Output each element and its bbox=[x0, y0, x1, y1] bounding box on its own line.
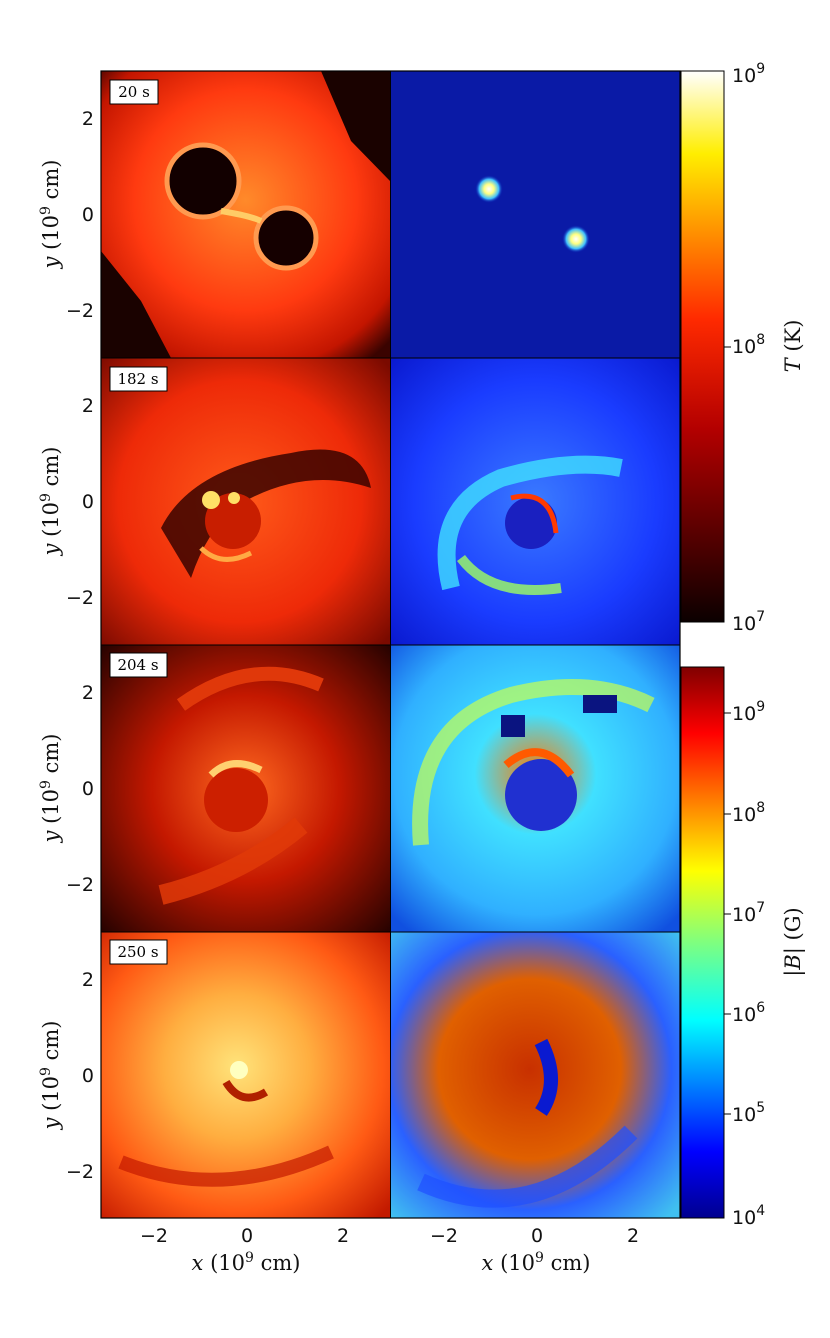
svg-text:2: 2 bbox=[82, 395, 94, 417]
svg-text:2: 2 bbox=[337, 1225, 349, 1247]
panel-field-row4 bbox=[391, 932, 680, 1218]
svg-text:107: 107 bbox=[732, 609, 765, 635]
svg-text:109: 109 bbox=[732, 61, 765, 87]
time-label-row2: 182 s bbox=[109, 366, 168, 392]
svg-text:−2: −2 bbox=[140, 1225, 168, 1247]
svg-text:2: 2 bbox=[627, 1225, 639, 1247]
svg-text:0: 0 bbox=[241, 1225, 253, 1247]
y-axis-row4: 2 0 −2 y (109 cm) bbox=[38, 969, 94, 1183]
panel-field-row2 bbox=[391, 358, 680, 645]
panel-field-row3 bbox=[391, 645, 680, 932]
svg-text:2: 2 bbox=[82, 969, 94, 991]
svg-text:105: 105 bbox=[732, 1100, 765, 1126]
panel-temperature-row4 bbox=[101, 932, 390, 1218]
svg-text:108: 108 bbox=[732, 332, 765, 358]
svg-text:|B| (G): |B| (G) bbox=[781, 907, 806, 976]
svg-text:x (109 cm): x (109 cm) bbox=[192, 1250, 301, 1275]
panel-temperature-row3 bbox=[101, 645, 390, 932]
svg-text:−2: −2 bbox=[66, 300, 94, 322]
svg-text:0: 0 bbox=[82, 204, 94, 226]
svg-text:109: 109 bbox=[732, 699, 765, 725]
svg-text:0: 0 bbox=[531, 1225, 543, 1247]
y-axis-row2: 2 0 −2 y (109 cm) bbox=[38, 395, 94, 609]
svg-text:2: 2 bbox=[82, 682, 94, 704]
svg-text:2: 2 bbox=[82, 108, 94, 130]
svg-text:0: 0 bbox=[82, 1065, 94, 1087]
time-label-row4: 250 s bbox=[109, 939, 168, 965]
svg-text:y (109 cm): y (109 cm) bbox=[38, 447, 63, 557]
y-axis-row3: 2 0 −2 y (109 cm) bbox=[38, 682, 94, 896]
colorbar-temperature: 109 108 107 T (K) bbox=[680, 61, 805, 635]
panel-temperature-row2 bbox=[101, 358, 390, 645]
svg-text:T (K): T (K) bbox=[781, 320, 805, 373]
panel-temperature-row1 bbox=[101, 71, 390, 358]
time-label-row1: 20 s bbox=[109, 79, 159, 105]
svg-text:−2: −2 bbox=[66, 1161, 94, 1183]
svg-text:−2: −2 bbox=[66, 874, 94, 896]
svg-text:y (109 cm): y (109 cm) bbox=[38, 1021, 63, 1131]
svg-text:108: 108 bbox=[732, 800, 765, 826]
svg-text:107: 107 bbox=[732, 900, 765, 926]
svg-text:182 s: 182 s bbox=[117, 370, 158, 388]
svg-text:0: 0 bbox=[82, 778, 94, 800]
svg-text:204 s: 204 s bbox=[117, 656, 158, 674]
panel-field-row1 bbox=[391, 71, 680, 358]
svg-text:−2: −2 bbox=[430, 1225, 458, 1247]
svg-text:106: 106 bbox=[732, 1000, 765, 1026]
svg-text:0: 0 bbox=[82, 491, 94, 513]
svg-text:250 s: 250 s bbox=[117, 943, 158, 961]
svg-text:y (109 cm): y (109 cm) bbox=[38, 160, 63, 270]
svg-text:−2: −2 bbox=[66, 587, 94, 609]
colorbar-field: 109 108 107 106 105 104 |B| (G) bbox=[680, 666, 806, 1229]
svg-text:y (109 cm): y (109 cm) bbox=[38, 734, 63, 844]
svg-text:20 s: 20 s bbox=[118, 83, 150, 101]
svg-text:104: 104 bbox=[732, 1203, 765, 1229]
x-axis-right: −2 0 2 x (109 cm) bbox=[430, 1225, 639, 1275]
svg-text:x (109 cm): x (109 cm) bbox=[482, 1250, 591, 1275]
x-axis-left: −2 0 2 x (109 cm) bbox=[140, 1225, 349, 1275]
y-axis-row1: 2 0 −2 y (109 cm) bbox=[38, 108, 94, 322]
time-label-row3: 204 s bbox=[109, 652, 168, 678]
